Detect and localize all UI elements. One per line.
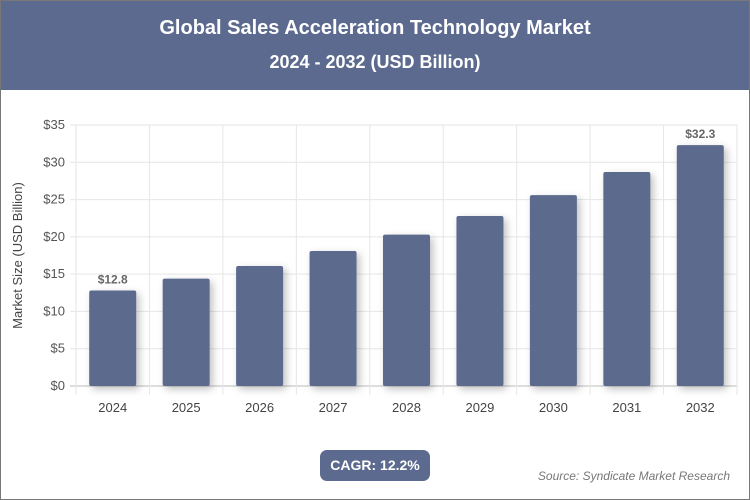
x-tick-label: 2029	[465, 400, 494, 415]
data-label: $12.8	[98, 273, 128, 287]
x-tick-label: 2032	[686, 400, 715, 415]
y-tick-label: $10	[43, 303, 65, 318]
bar-2031	[603, 171, 651, 386]
y-tick-label: $20	[43, 229, 65, 244]
chart-subtitle: 2024 - 2032 (USD Billion)	[269, 52, 481, 72]
cagr-badge: CAGR: 12.2%	[320, 450, 430, 481]
bar-2024	[89, 290, 137, 386]
source-note: Source: Syndicate Market Research	[537, 469, 730, 483]
y-tick-label: $0	[51, 378, 65, 393]
bar-2029	[456, 215, 504, 386]
bar-2026	[236, 265, 284, 386]
bar-2025	[162, 278, 210, 386]
x-tick-label: 2026	[245, 400, 274, 415]
bar-2030	[529, 195, 577, 386]
x-tick-label: 2030	[539, 400, 568, 415]
bar-2027	[309, 251, 357, 386]
x-tick-label: 2024	[98, 400, 127, 415]
y-tick-label: $25	[43, 192, 65, 207]
chart-title: Global Sales Acceleration Technology Mar…	[159, 17, 591, 39]
x-tick-label: 2027	[319, 400, 348, 415]
data-label: $32.3	[685, 127, 715, 141]
bar-2028	[383, 234, 430, 386]
x-tick-label: 2031	[612, 400, 641, 415]
y-tick-label: $15	[43, 266, 65, 281]
x-tick-label: 2025	[172, 400, 201, 415]
y-axis-title: Market Size (USD Billion)	[10, 182, 25, 329]
y-tick-label: $5	[51, 341, 65, 356]
chart-header: Global Sales Acceleration Technology Mar…	[1, 1, 749, 90]
x-tick-label: 2028	[392, 400, 421, 415]
bar-2032	[676, 145, 724, 386]
y-tick-label: $30	[43, 154, 65, 169]
y-tick-label: $35	[43, 117, 65, 132]
